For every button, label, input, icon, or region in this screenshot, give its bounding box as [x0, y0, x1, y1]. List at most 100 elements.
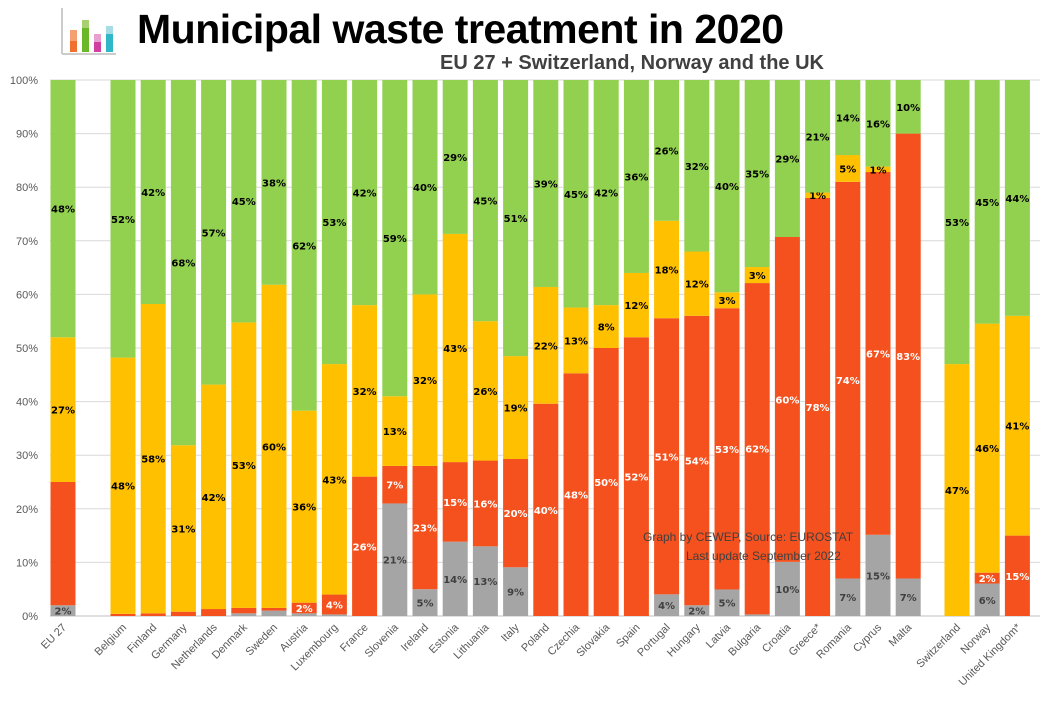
bar-segment — [654, 80, 680, 221]
y-tick-label: 60% — [16, 289, 38, 301]
data-label: 68% — [171, 259, 195, 270]
data-label: 57% — [202, 228, 226, 239]
bar-segment — [533, 286, 559, 404]
bar-segment — [744, 267, 770, 284]
data-label: 26% — [655, 146, 679, 157]
data-label: 16% — [473, 499, 497, 510]
bar-segment — [774, 80, 800, 238]
bar-segment — [623, 337, 649, 616]
bar-segment — [412, 80, 438, 295]
bar-segment — [714, 308, 740, 590]
bar-segment — [563, 373, 589, 616]
data-label: 62% — [292, 241, 316, 252]
data-label: 10% — [896, 103, 920, 114]
bar-segment — [382, 80, 408, 397]
y-tick-label: 40% — [16, 397, 38, 409]
bar-segment — [744, 80, 770, 268]
bar-segment — [412, 294, 438, 466]
data-label: 7% — [900, 593, 917, 604]
data-label: 39% — [534, 179, 558, 190]
bar-segment — [805, 197, 831, 617]
data-label: 43% — [443, 344, 467, 355]
y-tick-label: 20% — [16, 504, 38, 516]
data-label: 51% — [504, 214, 528, 225]
bar-segment — [50, 337, 76, 482]
data-label: 19% — [504, 404, 528, 415]
bar-segment — [321, 80, 347, 365]
bar-segment — [110, 80, 136, 358]
data-label: 36% — [624, 172, 648, 183]
bar-segment — [974, 572, 1000, 584]
data-label: 45% — [564, 190, 588, 201]
bar-segment — [974, 583, 1000, 616]
update-note: Last update September 2022 — [686, 549, 841, 563]
bar-segment — [140, 80, 166, 304]
bar-segment — [352, 80, 378, 306]
bar-segment — [1004, 315, 1030, 536]
bar-segment — [714, 80, 740, 293]
data-label: 10% — [775, 585, 799, 596]
data-label: 5% — [839, 164, 856, 175]
bar-segment — [321, 594, 347, 615]
data-label: 67% — [866, 349, 890, 360]
bar-segment — [654, 594, 680, 616]
x-tick-label: Hungary — [665, 621, 703, 659]
bar-segment — [805, 80, 831, 193]
bar-segment — [684, 80, 710, 252]
data-label: 5% — [719, 599, 736, 610]
data-label: 38% — [262, 178, 286, 189]
bar-segment — [503, 567, 529, 616]
bar-segment — [472, 546, 498, 616]
chart-subtitle: EU 27 + Switzerland, Norway and the UK — [440, 52, 824, 74]
data-label: 15% — [443, 498, 467, 509]
bar-segment — [50, 605, 76, 616]
data-label: 4% — [326, 600, 343, 611]
x-tick-label: Ireland — [399, 622, 431, 654]
y-tick-label: 30% — [16, 450, 38, 462]
x-tick-label: Switzerland — [914, 622, 963, 671]
bar-segment — [170, 80, 196, 446]
x-tick-label: Bulgaria — [726, 621, 764, 659]
data-label: 53% — [232, 461, 256, 472]
y-tick-label: 50% — [16, 343, 38, 355]
data-label: 41% — [1005, 422, 1029, 433]
data-label: 15% — [1005, 572, 1029, 583]
bar-segment — [944, 80, 970, 365]
bar-segment — [261, 607, 287, 611]
data-label: 40% — [715, 182, 739, 193]
data-label: 1% — [870, 165, 887, 176]
bar-segment — [231, 607, 257, 614]
bar-segment — [170, 445, 196, 612]
bar-segment — [231, 80, 257, 323]
bar-segment — [472, 80, 498, 322]
data-label: 7% — [839, 593, 856, 604]
y-tick-label: 80% — [16, 182, 38, 194]
data-label: 52% — [111, 215, 135, 226]
bar-segment — [623, 80, 649, 273]
data-label: 52% — [624, 473, 648, 484]
data-label: 53% — [322, 218, 346, 229]
data-label: 32% — [685, 162, 709, 173]
data-label: 23% — [413, 524, 437, 535]
data-label: 31% — [171, 524, 195, 535]
bar-segment — [533, 403, 559, 616]
bar-segment — [533, 80, 559, 287]
data-label: 42% — [202, 493, 226, 504]
bar-segment — [50, 80, 76, 338]
chart-title: Municipal waste treatment in 2020 — [137, 6, 784, 52]
bar-segment — [503, 80, 529, 357]
data-label: 83% — [896, 352, 920, 363]
x-tick-label: Spain — [614, 622, 642, 650]
bar-segment — [412, 465, 438, 590]
data-label: 42% — [353, 189, 377, 200]
bar-segment — [170, 611, 196, 616]
bar-segment — [503, 458, 529, 568]
bar-segment — [382, 503, 408, 616]
bar-segment — [352, 476, 378, 616]
bar-segment — [261, 80, 287, 285]
bar-segment — [835, 80, 861, 156]
data-label: 14% — [443, 575, 467, 586]
bar-segment — [50, 482, 76, 606]
data-label: 45% — [232, 197, 256, 208]
data-label: 32% — [353, 387, 377, 398]
